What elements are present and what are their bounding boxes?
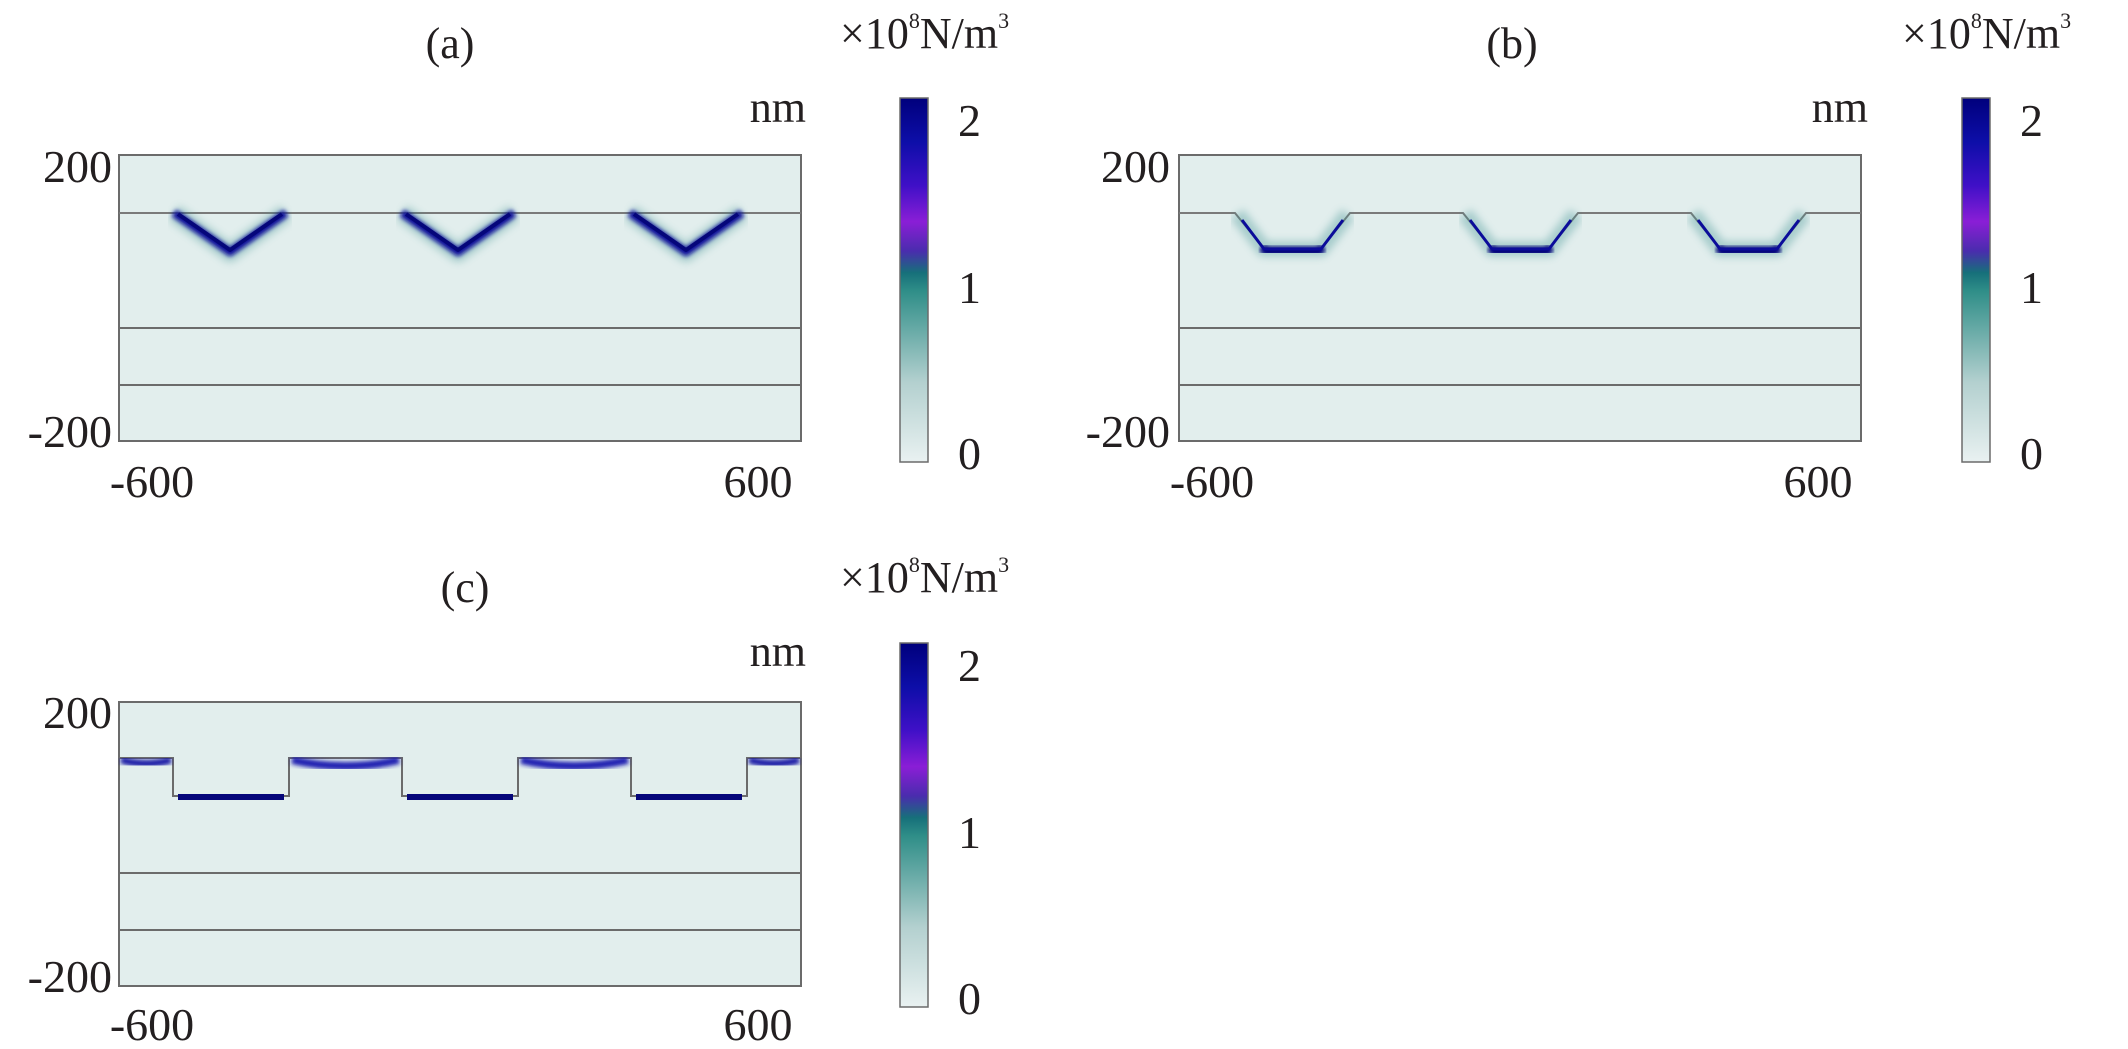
x-tick-label: 600 (724, 456, 793, 507)
colorbar-tick: 0 (958, 973, 981, 1024)
colorbar-tick: 1 (958, 807, 981, 858)
colorbar-gradient (899, 97, 929, 463)
panel-label: (a) (426, 19, 475, 68)
panel-a: (a) nm 200 -200 -600 600 (28, 8, 1009, 507)
colorbar: 2 1 0 ×108N/m3 (1902, 8, 2071, 479)
unit-label: nm (750, 83, 806, 132)
colorbar-prefix: ×10 (840, 9, 909, 58)
panel-label: (b) (1486, 19, 1537, 68)
colorbar-tick: 0 (958, 428, 981, 479)
plot-area (1178, 154, 1862, 442)
panel-b: (b) nm 200 -200 -600 600 2 1 (1086, 8, 2071, 507)
colorbar-tick: 2 (958, 640, 981, 691)
colorbar-gradient (899, 642, 929, 1008)
colorbar-unit-text: N/m (920, 9, 998, 58)
colorbar-tick: 2 (958, 95, 981, 146)
colorbar-tick: 2 (2020, 95, 2043, 146)
colorbar-unit: ×108N/m3 (1902, 8, 2071, 58)
y-tick-label: -200 (28, 951, 112, 1002)
x-tick-label: 600 (1784, 456, 1853, 507)
y-tick-label: 200 (43, 141, 112, 192)
colorbar-tick: 0 (2020, 428, 2043, 479)
colorbar: 2 1 0 ×108N/m3 (840, 8, 1009, 479)
colorbar-unit-exponent: 3 (2060, 8, 2071, 33)
colorbar-unit-text: N/m (1982, 9, 2060, 58)
colorbar-prefix: ×10 (1902, 9, 1971, 58)
plot-area (118, 701, 802, 987)
x-tick-label: -600 (110, 456, 194, 507)
panel-c: (c) nm 200 -200 -600 600 2 1 (28, 552, 1009, 1049)
colorbar-unit: ×108N/m3 (840, 8, 1009, 58)
x-tick-label: -600 (110, 999, 194, 1049)
colorbar: 2 1 0 ×108N/m3 (840, 552, 1009, 1024)
force-density-field (168, 205, 748, 262)
unit-label: nm (750, 627, 806, 676)
colorbar-exponent: 8 (909, 8, 920, 33)
colorbar-gradient (1961, 97, 1991, 463)
colorbar-unit-exponent: 3 (998, 8, 1009, 33)
colorbar-prefix: ×10 (840, 553, 909, 602)
y-tick-label: 200 (1101, 141, 1170, 192)
colorbar-unit-text: N/m (920, 553, 998, 602)
y-tick-label: -200 (28, 406, 112, 457)
colorbar-unit: ×108N/m3 (840, 552, 1009, 602)
colorbar-exponent: 8 (909, 552, 920, 577)
colorbar-unit-exponent: 3 (998, 552, 1009, 577)
x-tick-label: 600 (724, 999, 793, 1049)
panel-label: (c) (441, 563, 490, 612)
colorbar-exponent: 8 (1971, 8, 1982, 33)
y-tick-label: 200 (43, 687, 112, 738)
colorbar-tick: 1 (958, 262, 981, 313)
force-density-field (1181, 209, 1860, 257)
plot-area (118, 154, 802, 442)
x-tick-label: -600 (1170, 456, 1254, 507)
force-density-field (120, 756, 800, 807)
unit-label: nm (1812, 83, 1868, 132)
colorbar-tick: 1 (2020, 262, 2043, 313)
y-tick-label: -200 (1086, 406, 1170, 457)
